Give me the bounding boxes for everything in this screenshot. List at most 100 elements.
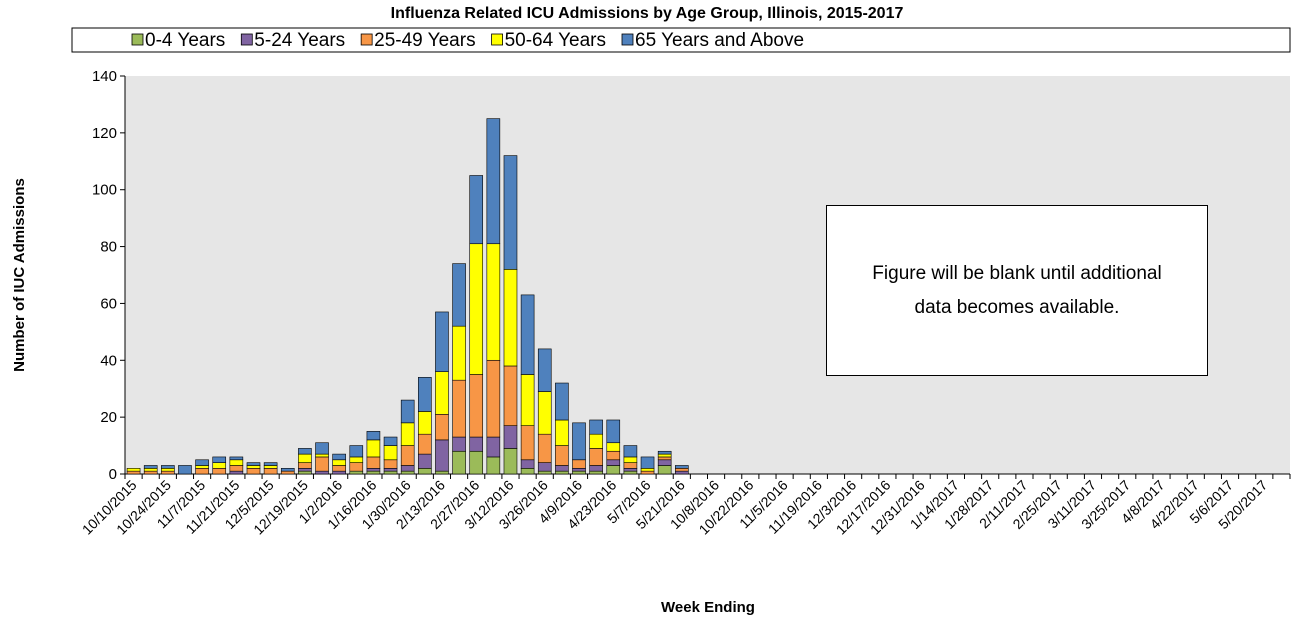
- chart-title: Influenza Related ICU Admissions by Age …: [391, 5, 904, 22]
- y-axis-label: Number of IUC Admissions: [11, 178, 28, 372]
- bar-segment: [195, 468, 209, 475]
- y-tick-label: 20: [100, 409, 117, 426]
- bar-segment: [486, 118, 501, 245]
- bar-segment: [452, 263, 466, 327]
- y-tick-label: 140: [92, 68, 117, 85]
- bar-segment: [520, 294, 535, 375]
- bar-segment: [349, 445, 364, 458]
- bar-segment: [298, 470, 312, 475]
- bar-segment: [435, 371, 449, 415]
- bar-segment: [555, 382, 569, 421]
- bar-segment: [418, 411, 432, 435]
- bar-segment: [537, 348, 552, 392]
- bar-segment: [315, 442, 329, 455]
- bar-segment: [161, 468, 175, 472]
- bar-segment: [640, 456, 655, 469]
- bar-segment: [349, 456, 364, 463]
- bar-segment: [572, 422, 586, 461]
- bar-segment: [315, 470, 329, 475]
- bar-segment: [589, 470, 603, 475]
- bar-segment: [623, 445, 638, 458]
- bar-segment: [143, 468, 158, 472]
- bar-segment: [298, 448, 312, 455]
- bar-segment: [435, 439, 449, 472]
- bar-segment: [520, 459, 535, 469]
- bar-segment: [555, 465, 569, 472]
- bar-segment: [143, 470, 158, 475]
- bar-segment: [469, 243, 484, 375]
- bar-segment: [503, 448, 518, 475]
- bar-segment: [246, 468, 261, 475]
- bar-segment: [229, 470, 244, 475]
- bar-segment: [400, 422, 415, 446]
- bar-segment: [418, 468, 432, 475]
- bar-segment: [400, 445, 415, 466]
- bar-segment: [537, 470, 552, 475]
- bar-segment: [161, 465, 175, 469]
- bar-segment: [400, 465, 415, 472]
- bar-segment: [400, 399, 415, 424]
- bar-segment: [486, 436, 501, 458]
- y-tick-label: 80: [100, 239, 117, 256]
- bar-segment: [589, 433, 603, 449]
- bar-segment: [589, 419, 603, 435]
- bar-segment: [606, 442, 621, 452]
- bar-segment: [675, 470, 689, 475]
- bar-segment: [161, 470, 175, 475]
- bar-segment: [298, 468, 312, 472]
- bar-segment: [212, 462, 227, 469]
- legend-swatch: [491, 33, 503, 46]
- bar-segment: [640, 468, 655, 472]
- bar-segment: [572, 459, 586, 469]
- bar-segment: [280, 470, 295, 475]
- bar-segment: [212, 456, 227, 463]
- y-tick-label: 0: [109, 466, 117, 483]
- bar-segment: [503, 365, 518, 426]
- bar-segment: [178, 465, 192, 475]
- bar-segment: [435, 311, 449, 372]
- bar-segment: [366, 456, 381, 469]
- bar-segment: [229, 456, 244, 461]
- bar-segment: [435, 470, 449, 475]
- bar-segment: [503, 425, 518, 449]
- bar-segment: [469, 450, 484, 475]
- bar-segment: [572, 468, 586, 472]
- bar-segment: [452, 325, 466, 381]
- legend-swatch: [360, 33, 373, 46]
- bar-segment: [383, 468, 398, 472]
- annotation: Figure will be blank until additional da…: [826, 205, 1208, 376]
- bar-segment: [332, 453, 346, 461]
- bar-segment: [126, 470, 141, 475]
- bar-segment: [195, 465, 209, 469]
- bar-segment: [298, 462, 312, 469]
- legend-label: 0-4 Years: [145, 30, 225, 51]
- bar-segment: [195, 459, 209, 466]
- bar-segment: [366, 468, 381, 472]
- bar-segment: [366, 470, 381, 475]
- bar-segment: [366, 439, 381, 458]
- bar-segment: [572, 470, 586, 475]
- bar-segment: [383, 445, 398, 461]
- bar-segment: [623, 462, 638, 469]
- legend-label: 25-49 Years: [374, 30, 475, 51]
- bar-segment: [435, 413, 449, 441]
- bar-segment: [469, 436, 484, 452]
- bar-segment: [520, 468, 535, 475]
- bar-segment: [503, 269, 518, 367]
- bar-segment: [452, 379, 466, 438]
- bar-segment: [606, 465, 621, 475]
- bar-segment: [657, 459, 672, 466]
- bar-segment: [383, 436, 398, 446]
- y-tick-label: 120: [92, 125, 117, 142]
- bar-segment: [486, 456, 501, 475]
- bar-segment: [280, 468, 295, 472]
- bar-segment: [623, 468, 638, 472]
- legend-swatch: [240, 33, 253, 46]
- bar-segment: [657, 450, 672, 455]
- bar-segment: [332, 459, 346, 466]
- bar-segment: [143, 465, 158, 469]
- legend-swatch: [131, 33, 144, 46]
- bar-segment: [332, 465, 346, 472]
- legend-swatch: [621, 33, 634, 46]
- bar-segment: [486, 243, 501, 361]
